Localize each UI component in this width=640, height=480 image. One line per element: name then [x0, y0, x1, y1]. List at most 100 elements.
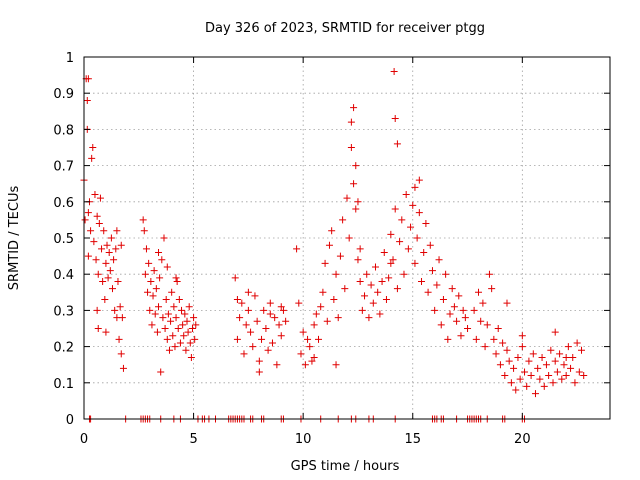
data-point [277, 303, 285, 311]
data-point [356, 277, 364, 285]
data-point [470, 306, 478, 314]
data-point [415, 176, 423, 184]
data-point [325, 241, 333, 249]
data-point [459, 306, 467, 314]
data-point [387, 230, 395, 238]
tick-labels: 00.10.20.30.40.50.60.70.80.910 5 10 15 20 [53, 51, 530, 447]
data-point [347, 144, 355, 151]
y-axis-label: SRMTID / TECUs [7, 186, 22, 291]
data-point [163, 263, 171, 271]
data-point [350, 104, 358, 112]
data-point [92, 256, 100, 264]
data-points [80, 67, 588, 423]
data-point [282, 317, 290, 325]
data-point [461, 314, 469, 322]
data-point [413, 234, 421, 242]
data-point [297, 350, 305, 358]
data-point [529, 350, 537, 358]
data-point [81, 216, 89, 224]
data-point [271, 314, 279, 322]
data-point [105, 248, 113, 256]
data-point [516, 375, 524, 383]
data-point [99, 277, 107, 285]
data-point [88, 154, 96, 162]
data-point [485, 270, 493, 278]
data-point [87, 227, 95, 235]
data-point [393, 140, 401, 148]
data-point [521, 368, 529, 376]
data-point [186, 339, 194, 347]
data-point [111, 306, 119, 314]
data-point [540, 382, 548, 390]
data-point [181, 310, 189, 318]
data-point [396, 238, 404, 246]
data-point [171, 343, 179, 351]
data-point [110, 256, 118, 264]
data-point [251, 292, 259, 300]
data-point [523, 382, 531, 390]
y-tick-label: 0.1 [53, 377, 74, 392]
data-point [411, 259, 419, 267]
data-point [155, 248, 163, 256]
x-tick-label: 0 [80, 432, 88, 447]
data-point [98, 245, 106, 253]
data-point [279, 306, 287, 314]
data-point [155, 303, 163, 311]
data-point [415, 209, 423, 217]
chart-title: Day 326 of 2023, SRMTID for receiver ptg… [205, 21, 485, 36]
data-point [146, 306, 154, 314]
data-point [551, 328, 559, 336]
data-point [382, 296, 390, 304]
data-point [118, 314, 126, 322]
data-point [163, 335, 171, 343]
data-point [277, 332, 285, 340]
data-point [358, 306, 366, 314]
data-point [144, 288, 152, 296]
data-point [149, 292, 157, 300]
data-point [562, 353, 570, 361]
data-point [444, 335, 452, 343]
data-point [268, 339, 276, 347]
data-point [238, 299, 246, 307]
data-point [164, 310, 172, 318]
data-point [158, 256, 166, 264]
data-point [119, 364, 127, 372]
data-point [310, 321, 318, 329]
data-point [264, 346, 272, 354]
data-point [142, 245, 150, 253]
data-point [505, 357, 513, 365]
data-point [244, 306, 252, 314]
data-point [321, 259, 329, 267]
data-point [518, 332, 526, 340]
data-point [101, 296, 109, 304]
data-point [156, 274, 164, 282]
data-point [361, 292, 369, 300]
data-point [255, 357, 263, 365]
data-point [253, 317, 261, 325]
data-point [148, 321, 156, 329]
data-point [477, 317, 485, 325]
data-point [180, 332, 188, 340]
data-point [564, 343, 572, 351]
data-point [140, 227, 148, 235]
data-point [152, 285, 160, 293]
data-point [183, 317, 191, 325]
data-point [153, 328, 161, 336]
data-point [371, 263, 379, 271]
data-point [354, 198, 362, 206]
data-point [151, 310, 159, 318]
data-point [363, 270, 371, 278]
data-point [188, 325, 196, 332]
axis-ticks [83, 56, 610, 420]
data-point [260, 306, 268, 314]
data-point [266, 299, 274, 307]
data-point [352, 205, 360, 213]
data-point [435, 256, 443, 264]
data-point [580, 372, 588, 380]
data-point [549, 379, 557, 387]
data-point [492, 350, 500, 358]
y-tick-label: 0.2 [53, 341, 74, 356]
x-tick-label: 20 [514, 432, 531, 447]
data-point [159, 314, 167, 322]
data-point [91, 191, 99, 199]
